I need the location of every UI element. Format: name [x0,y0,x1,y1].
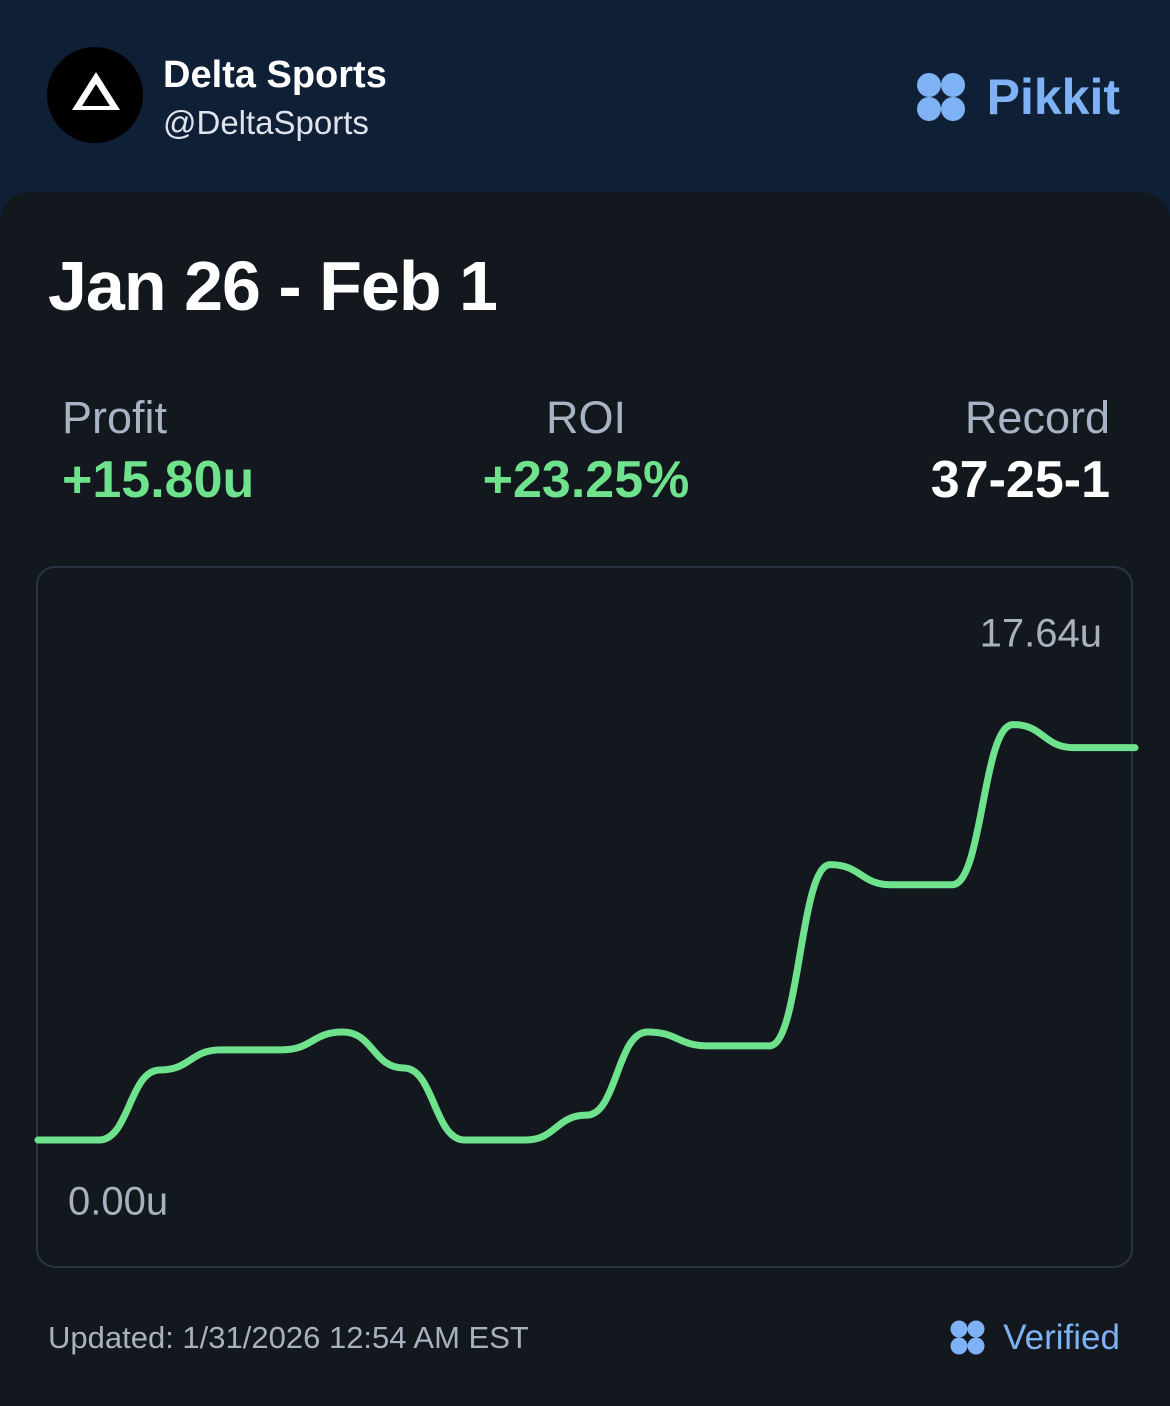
stat-value: +15.80u [62,451,255,509]
verified-icon [950,1320,985,1355]
account-name: Delta Sports [163,54,387,96]
stat-value: 37-25-1 [930,451,1110,509]
avatar-logo [72,72,120,110]
stat-label: ROI [545,392,627,443]
card [0,192,1170,1406]
chart-frame [36,566,1133,1268]
brand: Pikkit [986,69,1120,125]
brand-icon [917,73,965,121]
profit-line [34,721,1139,1144]
verified: Verified [1003,1318,1120,1357]
account-handle: @DeltaSports [163,104,369,141]
stat-label: Record [964,392,1110,443]
stat-label: Profit [62,392,168,443]
title: Jan 26 - Feb 1 [48,247,498,325]
y-tick-label: 17.64u [980,612,1102,656]
y-tick-label: 0.00u [68,1180,168,1224]
plot: 0.00u 17.64u [34,612,1139,1224]
avatar [47,47,143,143]
stat-value: +23.25% [482,451,690,509]
updated: Updated: 1/31/2026 12:54 AM EST [48,1320,529,1355]
